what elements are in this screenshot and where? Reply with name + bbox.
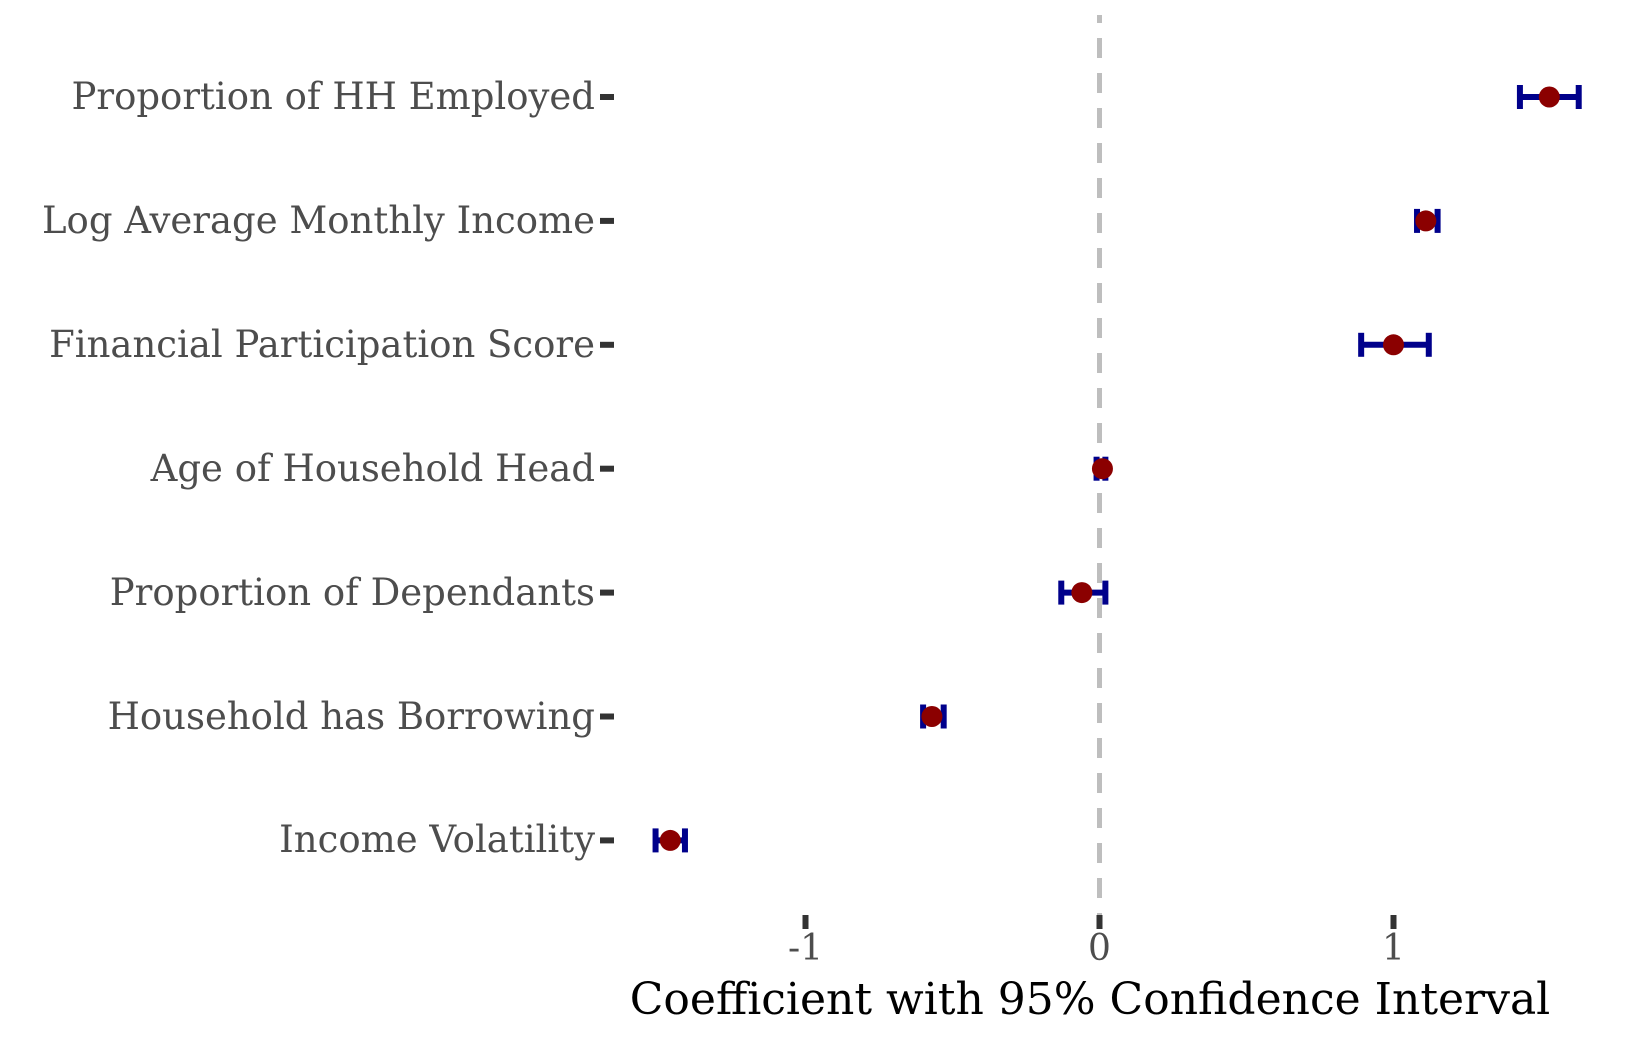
y-axis-label: Log Average Monthly Income <box>41 198 595 242</box>
y-axis-label: Financial Participation Score <box>49 322 595 366</box>
y-axis-label: Household has Borrowing <box>107 694 595 738</box>
x-axis-tick-label: -1 <box>787 928 824 969</box>
estimate-point <box>1538 86 1560 108</box>
estimate-point <box>1383 334 1404 356</box>
y-axis-label: Proportion of Dependants <box>109 570 595 614</box>
estimate-point <box>921 706 943 727</box>
x-axis-title: Coefficient with 95% Confidence Interval <box>629 974 1551 1025</box>
estimate-point <box>659 829 681 851</box>
estimate-point <box>1091 458 1113 480</box>
estimate-point <box>1071 582 1093 604</box>
x-axis-tick-label: 0 <box>1088 928 1111 969</box>
y-axis-label: Age of Household Head <box>150 446 595 490</box>
y-axis-label: Proportion of HH Employed <box>71 75 595 118</box>
estimate-point <box>1415 210 1437 232</box>
x-axis-tick-label: 1 <box>1382 928 1405 969</box>
y-axis-label: Income Volatility <box>279 818 595 862</box>
